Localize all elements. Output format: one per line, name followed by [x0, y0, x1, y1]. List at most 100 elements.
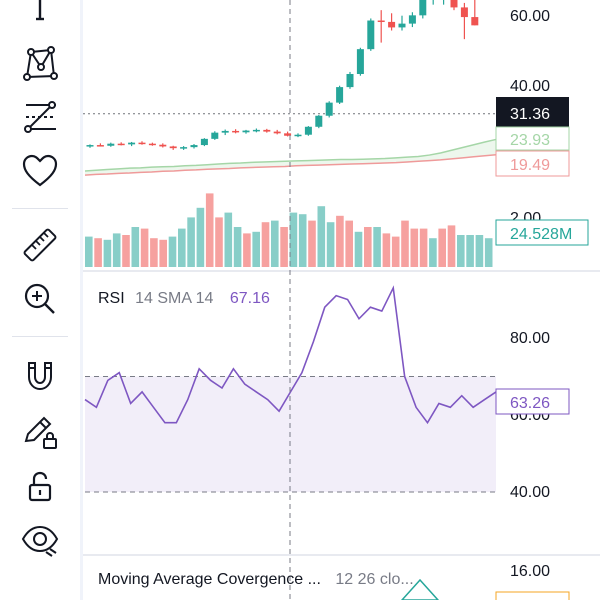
unlock-icon — [28, 471, 52, 502]
ma-fast-line — [84, 138, 497, 172]
volume-bar — [159, 239, 167, 267]
candle-body — [284, 133, 292, 136]
candle-body — [232, 130, 240, 133]
toolbar-separator — [12, 208, 68, 209]
volume-bar — [484, 238, 493, 267]
candle-body — [450, 0, 458, 8]
macd-params: 12 26 clo... — [335, 571, 414, 588]
volume-bar — [196, 207, 205, 267]
volume-bar — [317, 206, 326, 267]
volume-bar — [410, 228, 419, 267]
candle-body — [346, 73, 354, 88]
candle-body — [263, 129, 271, 132]
unlock-tool[interactable] — [14, 464, 66, 510]
rsi-current-badge — [495, 388, 570, 415]
eye-visibility-icon — [21, 525, 59, 557]
ruler-measure-icon — [23, 228, 57, 262]
toolbar-separator — [12, 336, 68, 337]
candle-body — [377, 20, 385, 23]
magnet-tool[interactable] — [14, 352, 66, 398]
volume-bar — [391, 236, 400, 267]
volume-bar — [150, 238, 158, 267]
candle-body — [211, 132, 219, 139]
candle-body — [96, 145, 104, 147]
volume-bar — [345, 220, 353, 267]
volume-bar — [112, 233, 121, 267]
candle-body — [367, 20, 375, 50]
volume-bar — [233, 227, 242, 267]
candle-body — [273, 131, 281, 134]
favorites-tool[interactable] — [14, 148, 66, 194]
volume-bar — [429, 238, 437, 267]
candle-body — [138, 142, 146, 145]
volume-bar — [336, 215, 344, 267]
volume-bar — [122, 235, 130, 267]
volume-bar — [289, 212, 298, 267]
ma-slow-badge — [495, 150, 570, 177]
zoom-in-icon — [24, 283, 55, 314]
volume-bar — [457, 235, 465, 267]
candle-body — [190, 145, 198, 148]
rsi-title: RSI — [98, 290, 125, 307]
last-price-value: 31.36 — [510, 106, 550, 123]
cursor-line-tool[interactable] — [14, 0, 66, 36]
ma-slow-value: 19.49 — [510, 157, 550, 174]
favorites-heart-icon — [22, 154, 58, 187]
volume-bar — [354, 231, 363, 267]
rsi-header: RSI 14 SMA 14 67.16 — [98, 290, 270, 307]
fib-retracement-tool[interactable] — [14, 94, 66, 140]
pattern-tool[interactable] — [14, 40, 66, 86]
price-pane[interactable] — [83, 0, 497, 267]
volume-value: 24.528M — [510, 226, 572, 243]
volume-bar — [252, 231, 260, 267]
price-axis-label: 60.00 — [510, 8, 550, 25]
volume-bar — [373, 227, 381, 267]
candle-body — [388, 21, 396, 28]
volume-bar — [224, 212, 233, 267]
candle-body — [419, 0, 427, 16]
candle-body — [471, 17, 479, 26]
zoom-in-tool[interactable] — [14, 276, 66, 322]
volume-bar — [85, 236, 93, 267]
candle-body — [128, 142, 136, 145]
candle-body — [148, 143, 156, 146]
volume-bar — [438, 228, 446, 267]
candle-body — [242, 130, 250, 133]
volume-bar — [308, 220, 316, 267]
cursor-line-tool-icon — [36, 0, 44, 21]
candle-body — [107, 143, 115, 146]
candle-body — [315, 115, 323, 127]
volume-bar — [364, 227, 372, 267]
candle-body — [117, 143, 125, 146]
macd-badge — [495, 591, 570, 600]
volume-bar — [271, 220, 279, 267]
pencil-lock-tool[interactable] — [14, 408, 66, 454]
volume-bar — [419, 228, 428, 267]
rsi-current-value: 63.26 — [510, 395, 550, 412]
volume-bar — [94, 238, 102, 267]
volume-bar — [280, 227, 288, 267]
volume-badge — [495, 219, 589, 246]
ma-fast-badge — [495, 126, 570, 151]
candle-body — [180, 147, 188, 149]
visibility-tool[interactable] — [14, 516, 66, 562]
toolbar-border — [80, 0, 83, 600]
volume-bar — [261, 222, 270, 267]
rsi-axis-label: 40.00 — [510, 484, 550, 501]
volume-bar — [243, 233, 251, 267]
price-axis-label: 40.00 — [510, 78, 550, 95]
candle-body — [86, 145, 94, 147]
candle-body — [252, 129, 260, 132]
last-price-badge — [496, 97, 569, 127]
pattern-tool-icon — [23, 46, 58, 81]
volume-bar — [326, 222, 335, 267]
candle-body — [200, 138, 208, 146]
macd-axis-label: 16.00 — [510, 563, 550, 580]
volume-bar — [205, 193, 214, 267]
volume-bar — [215, 217, 223, 267]
ruler-tool[interactable] — [14, 222, 66, 268]
candle-body — [221, 130, 229, 133]
volume-bar — [401, 220, 409, 267]
volume-bar — [131, 227, 140, 267]
